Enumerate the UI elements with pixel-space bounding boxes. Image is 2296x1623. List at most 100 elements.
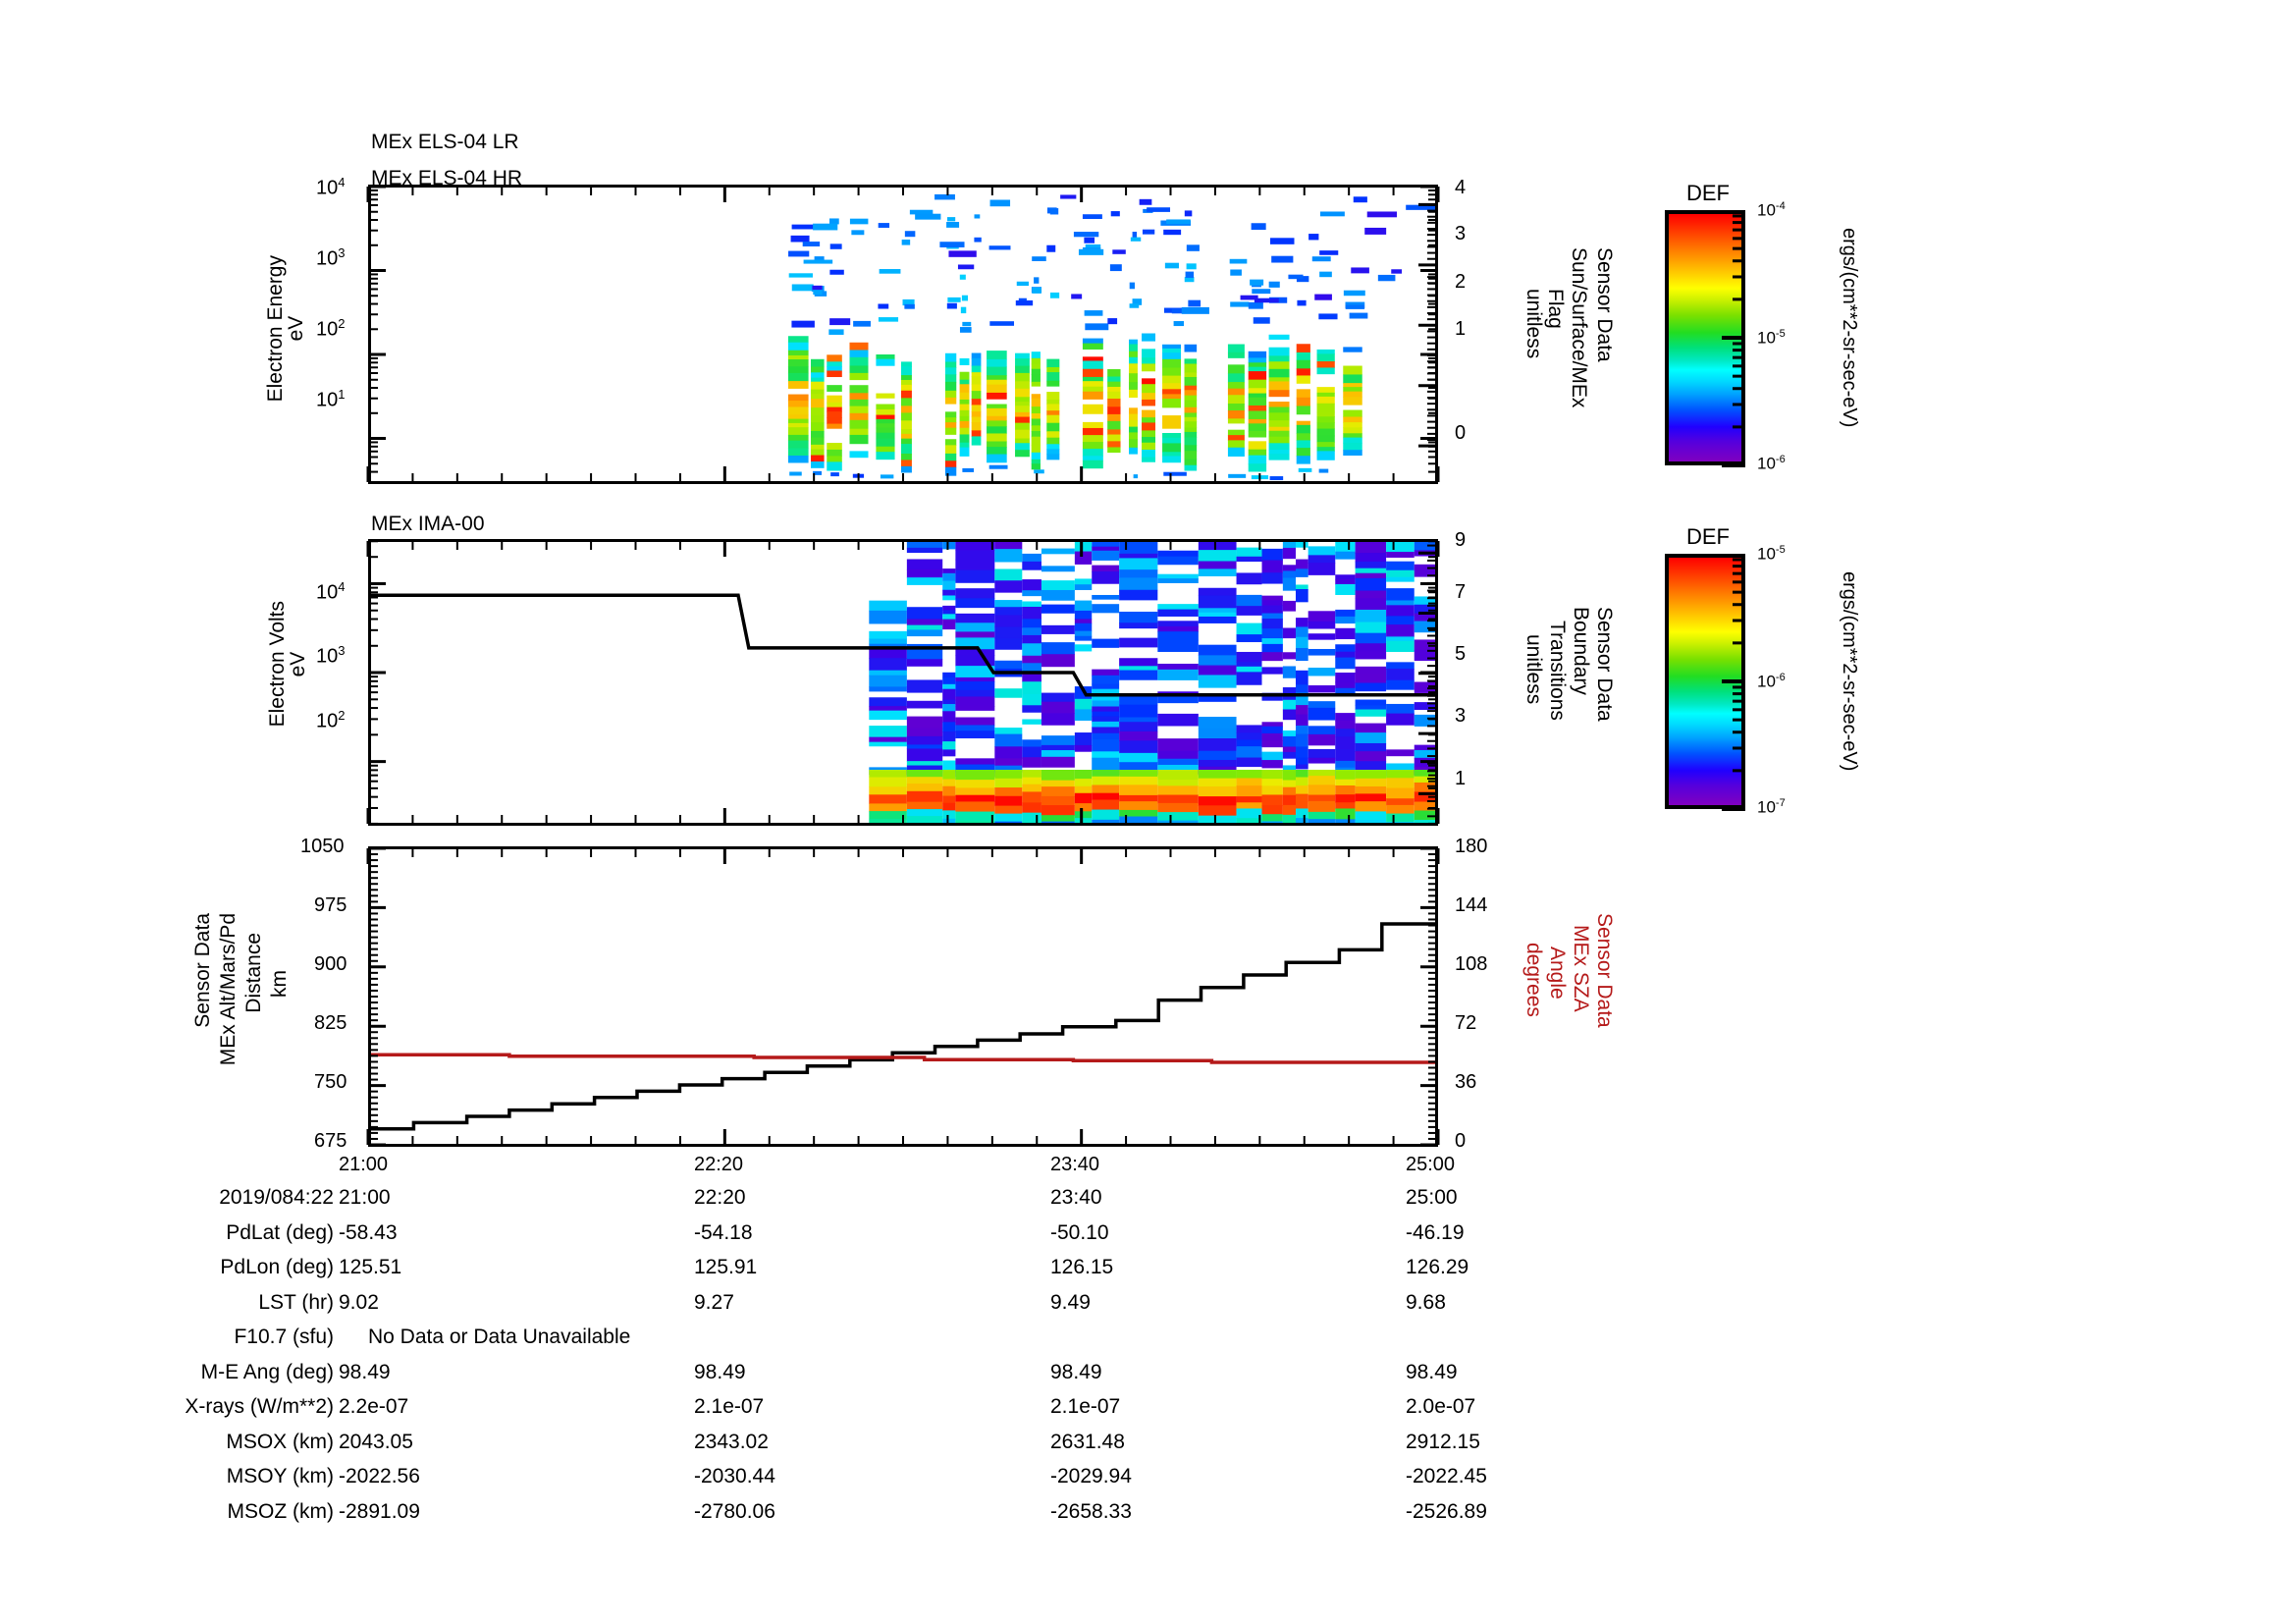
panel3-right-line2: MEx SZA [1570,925,1592,1012]
panel3-left-line3: Distance [242,933,265,1013]
panel3-y2tick-144: 144 [1455,894,1488,916]
table-cell: 2912.15 [1406,1430,1480,1453]
panel2-spectrogram [371,542,1435,823]
panel3-ytick-825: 825 [314,1012,347,1034]
table-cell: 22:20 [694,1186,746,1209]
panel2-left-axis-label: Electron Volts eV [266,601,309,728]
panel2-y2tick-5: 5 [1455,643,1467,665]
table-cell: 2.1e-07 [1050,1395,1121,1418]
table-row-label: F10.7 (sfu) [234,1325,334,1348]
table-cell: -2022.56 [339,1465,420,1488]
panel2-ytick-1e4: 104 [316,579,346,604]
table-cell: 2043.05 [339,1430,413,1453]
table-cell: No Data or Data Unavailable [368,1325,631,1348]
panel3-ytick-975: 975 [314,894,347,916]
table-cell: -2030.44 [694,1465,775,1488]
panel3-y2tick-0: 0 [1455,1130,1467,1152]
panel3-y2tick-108: 108 [1455,953,1488,975]
table-cell: -50.10 [1050,1220,1109,1244]
panel2-title: MEx IMA-00 [371,513,485,535]
table-cell: 25:00 [1406,1186,1458,1209]
table-cell: 2.2e-07 [339,1395,409,1418]
panel1-right-line3: Flag [1544,289,1567,329]
colorbar1-ticks [1722,214,1745,467]
panel3-tick-marks [366,846,1440,1147]
panel3-ytick-750: 750 [314,1071,347,1093]
colorbar1-unit: ergs/(cm**2-sr-sec-eV) [1839,228,1860,428]
panel1-left-axis-line2: eV [285,315,307,342]
table-cell: 9.27 [694,1290,734,1314]
table-cell: -2658.33 [1050,1499,1132,1523]
table-row-label: PdLat (deg) [226,1220,334,1244]
panel2-right-axis-label: Sensor Data Boundary Transitions unitles… [1522,607,1641,793]
panel3-right-axis-label: Sensor Data MEx SZA Angle degrees [1522,913,1641,1109]
panel2-right-line1: Sensor Data [1593,607,1616,722]
table-cell: -46.19 [1406,1220,1465,1244]
colorbar1-tick-2: 10-6 [1757,454,1786,473]
panel1-y2tick-2: 2 [1455,271,1467,293]
panel3-left-line2: MEx Alt/Mars/Pd [217,913,240,1066]
table-cell: 2631.48 [1050,1430,1125,1453]
xtick-label-2: 23:40 [1050,1154,1100,1175]
table-cell: 98.49 [1406,1360,1458,1383]
panel2-plot-frame [368,539,1438,826]
panel1-left-axis-label: Electron Energy eV [264,255,307,403]
table-row-label: 2019/084:22 [219,1186,334,1209]
panel1-ytick-1e1: 101 [316,387,346,411]
table-cell: 9.02 [339,1290,379,1314]
panel1-ytick-1e4: 104 [316,175,346,199]
panel3-left-line1: Sensor Data [191,913,214,1028]
panel1-title-hr: MEx ELS-04 HR [371,167,523,189]
panel2-ytick-1e2: 102 [316,708,346,732]
panel1-plot-frame [368,185,1438,484]
panel1-y2tick-1: 1 [1455,318,1467,340]
panel3-ytick-1050: 1050 [300,836,345,857]
colorbar1-tick-1: 10-5 [1757,328,1786,348]
colorbar2-tick-0: 10-5 [1757,544,1786,564]
panel3-y2tick-72: 72 [1455,1012,1477,1034]
table-cell: 2343.02 [694,1430,769,1453]
table-cell: 98.49 [1050,1360,1102,1383]
panel2-ytick-1e3: 103 [316,643,346,668]
colorbar1-tick-0: 10-4 [1757,200,1786,220]
panel1-right-line4: unitless [1522,289,1545,359]
table-row-label: MSOZ (km) [227,1499,334,1523]
table-cell: -2891.09 [339,1499,420,1523]
table-row-label: LST (hr) [258,1290,334,1314]
panel2-tick-marks [366,540,1440,825]
panel3-ytick-900: 900 [314,953,347,975]
panel1-tick-marks [366,185,1440,482]
colorbar1-title: DEF [1686,181,1730,205]
table-cell: -2022.45 [1406,1465,1487,1488]
panel3-right-line4: degrees [1522,943,1545,1017]
table-cell: 2.0e-07 [1406,1395,1476,1418]
table-cell: 98.49 [339,1360,391,1383]
colorbar2-tick-1: 10-6 [1757,672,1786,691]
table-row-label: MSOX (km) [226,1430,334,1453]
panel3-y2tick-36: 36 [1455,1071,1477,1093]
table-cell: -2526.89 [1406,1499,1487,1523]
panel2-left-axis-line1: Electron Volts [266,601,289,728]
table-cell: 2.1e-07 [694,1395,765,1418]
panel2-right-line4: unitless [1522,634,1545,705]
panel1-left-axis-line1: Electron Energy [264,255,287,403]
table-cell: -58.43 [339,1220,398,1244]
table-row-label: X-rays (W/m**2) [185,1395,334,1418]
panel1-right-line1: Sensor Data [1593,247,1616,362]
panel3-left-line4: km [268,970,291,998]
panel3-right-line3: Angle [1546,947,1569,1000]
xtick-label-1: 22:20 [694,1154,744,1175]
panel1-ytick-1e2: 102 [316,316,346,341]
panel3-lineplot [371,922,1435,1131]
colorbar2-ticks [1722,558,1745,811]
table-cell: 126.29 [1406,1256,1469,1278]
panel1-y2tick-4: 4 [1455,177,1467,198]
panel2-y2tick-3: 3 [1455,705,1467,727]
table-cell: 98.49 [694,1360,746,1383]
panel2-right-line2: Boundary [1570,607,1592,695]
panel1-ytick-1e3: 103 [316,245,346,270]
panel1-title-lr: MEx ELS-04 LR [371,131,519,153]
panel2-y2tick-9: 9 [1455,529,1467,551]
table-row-label: M-E Ang (deg) [200,1360,334,1383]
panel3-plot-frame [368,846,1438,1147]
